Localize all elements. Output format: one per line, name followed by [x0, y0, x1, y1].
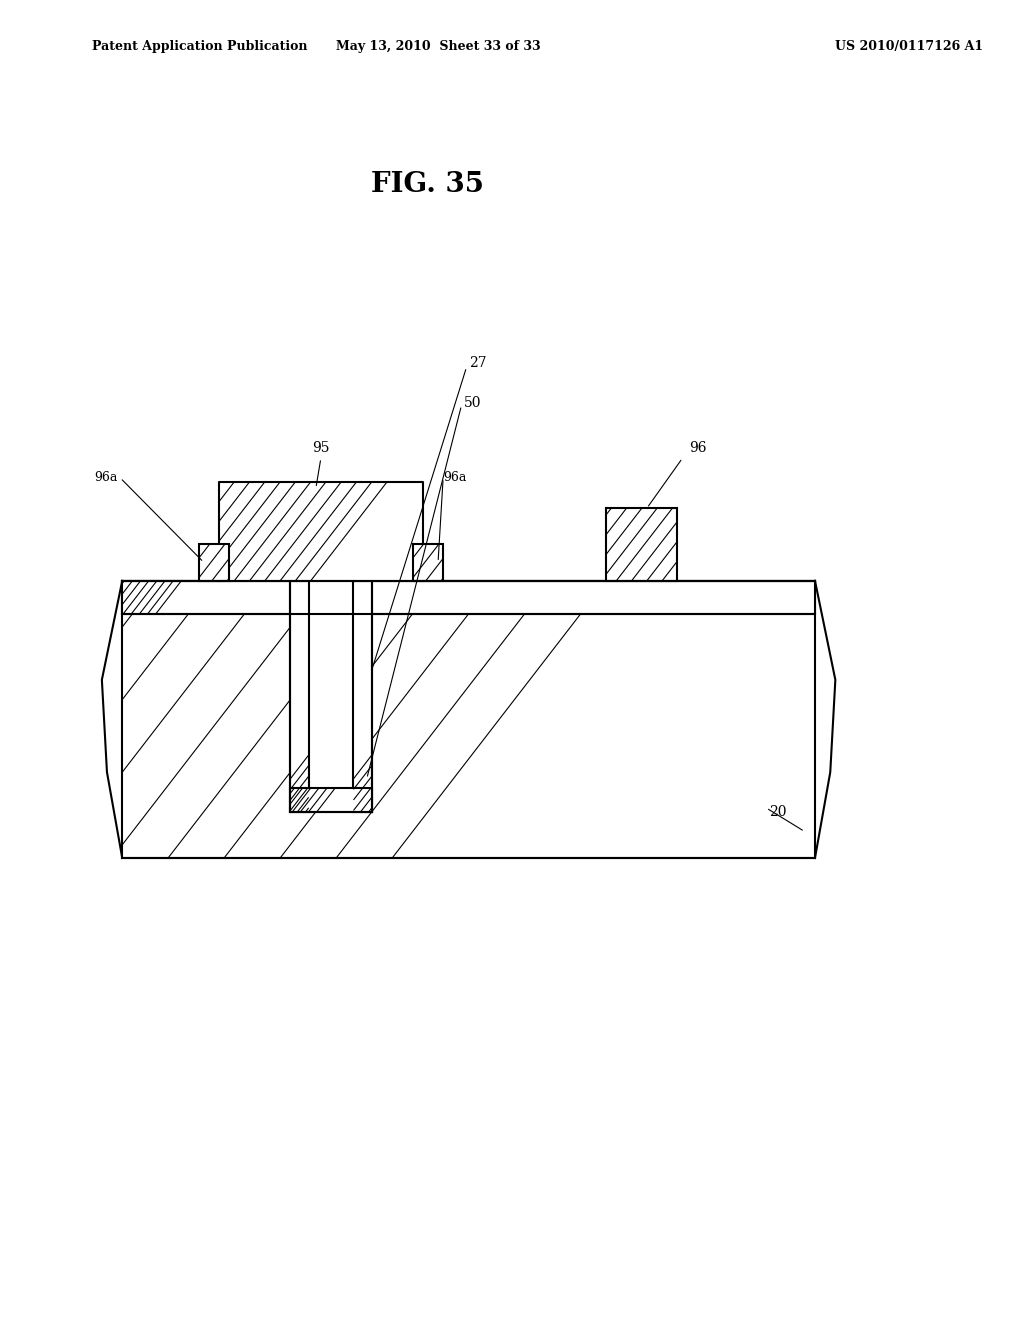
- Text: 96a: 96a: [443, 471, 467, 484]
- Text: 20: 20: [769, 805, 786, 818]
- Text: 27: 27: [469, 356, 486, 370]
- Text: 95: 95: [312, 441, 330, 455]
- Bar: [353, 581, 372, 812]
- Text: Patent Application Publication: Patent Application Publication: [92, 40, 307, 53]
- Bar: [291, 581, 372, 812]
- Bar: [199, 544, 229, 581]
- Text: 50: 50: [464, 396, 481, 409]
- Bar: [219, 482, 423, 581]
- Bar: [291, 788, 372, 812]
- Text: FIG. 35: FIG. 35: [372, 172, 484, 198]
- Bar: [606, 508, 678, 581]
- Text: 96: 96: [689, 441, 707, 455]
- Bar: [122, 581, 815, 858]
- Bar: [122, 581, 815, 614]
- Bar: [291, 581, 308, 812]
- Bar: [413, 544, 443, 581]
- Text: 96a: 96a: [94, 471, 117, 484]
- Text: May 13, 2010  Sheet 33 of 33: May 13, 2010 Sheet 33 of 33: [336, 40, 541, 53]
- Text: US 2010/0117126 A1: US 2010/0117126 A1: [836, 40, 983, 53]
